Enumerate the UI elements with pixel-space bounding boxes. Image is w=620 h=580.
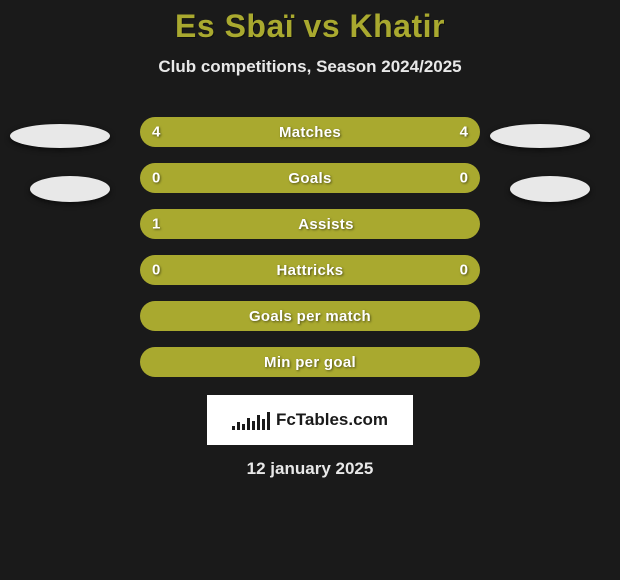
stat-left-value: 1 bbox=[152, 216, 160, 233]
stat-label: Hattricks bbox=[277, 262, 344, 279]
stat-label: Goals per match bbox=[249, 308, 371, 325]
logo-bars-icon bbox=[232, 410, 270, 430]
stat-label: Min per goal bbox=[264, 354, 356, 371]
stats-list: 4 Matches 4 0 Goals 0 1 Assists 0 Hattri… bbox=[140, 117, 480, 377]
stat-right-value: 0 bbox=[460, 170, 468, 187]
stat-label: Assists bbox=[266, 216, 353, 233]
fctables-logo: FcTables.com bbox=[207, 395, 413, 445]
player-avatar-placeholder bbox=[510, 176, 590, 202]
stat-right-value: 0 bbox=[460, 262, 468, 279]
stat-left-value: 0 bbox=[152, 170, 160, 187]
stat-left-value: 0 bbox=[152, 262, 160, 279]
stat-row-assists: 1 Assists bbox=[140, 209, 480, 239]
logo-text: FcTables.com bbox=[276, 410, 388, 430]
stat-row-goals-per-match: Goals per match bbox=[140, 301, 480, 331]
player-avatar-placeholder bbox=[490, 124, 590, 148]
stat-row-goals: 0 Goals 0 bbox=[140, 163, 480, 193]
comparison-card: Es Sbaï vs Khatir Club competitions, Sea… bbox=[0, 0, 620, 580]
page-title: Es Sbaï vs Khatir bbox=[175, 8, 445, 45]
stat-label: Matches bbox=[279, 124, 341, 141]
snapshot-date: 12 january 2025 bbox=[247, 459, 374, 479]
stat-left-value: 4 bbox=[152, 124, 160, 141]
stat-row-matches: 4 Matches 4 bbox=[140, 117, 480, 147]
stat-right-value: 4 bbox=[460, 124, 468, 141]
page-subtitle: Club competitions, Season 2024/2025 bbox=[158, 57, 461, 77]
stat-row-min-per-goal: Min per goal bbox=[140, 347, 480, 377]
player-avatar-placeholder bbox=[30, 176, 110, 202]
stat-row-hattricks: 0 Hattricks 0 bbox=[140, 255, 480, 285]
player-avatar-placeholder bbox=[10, 124, 110, 148]
stat-label: Goals bbox=[288, 170, 331, 187]
